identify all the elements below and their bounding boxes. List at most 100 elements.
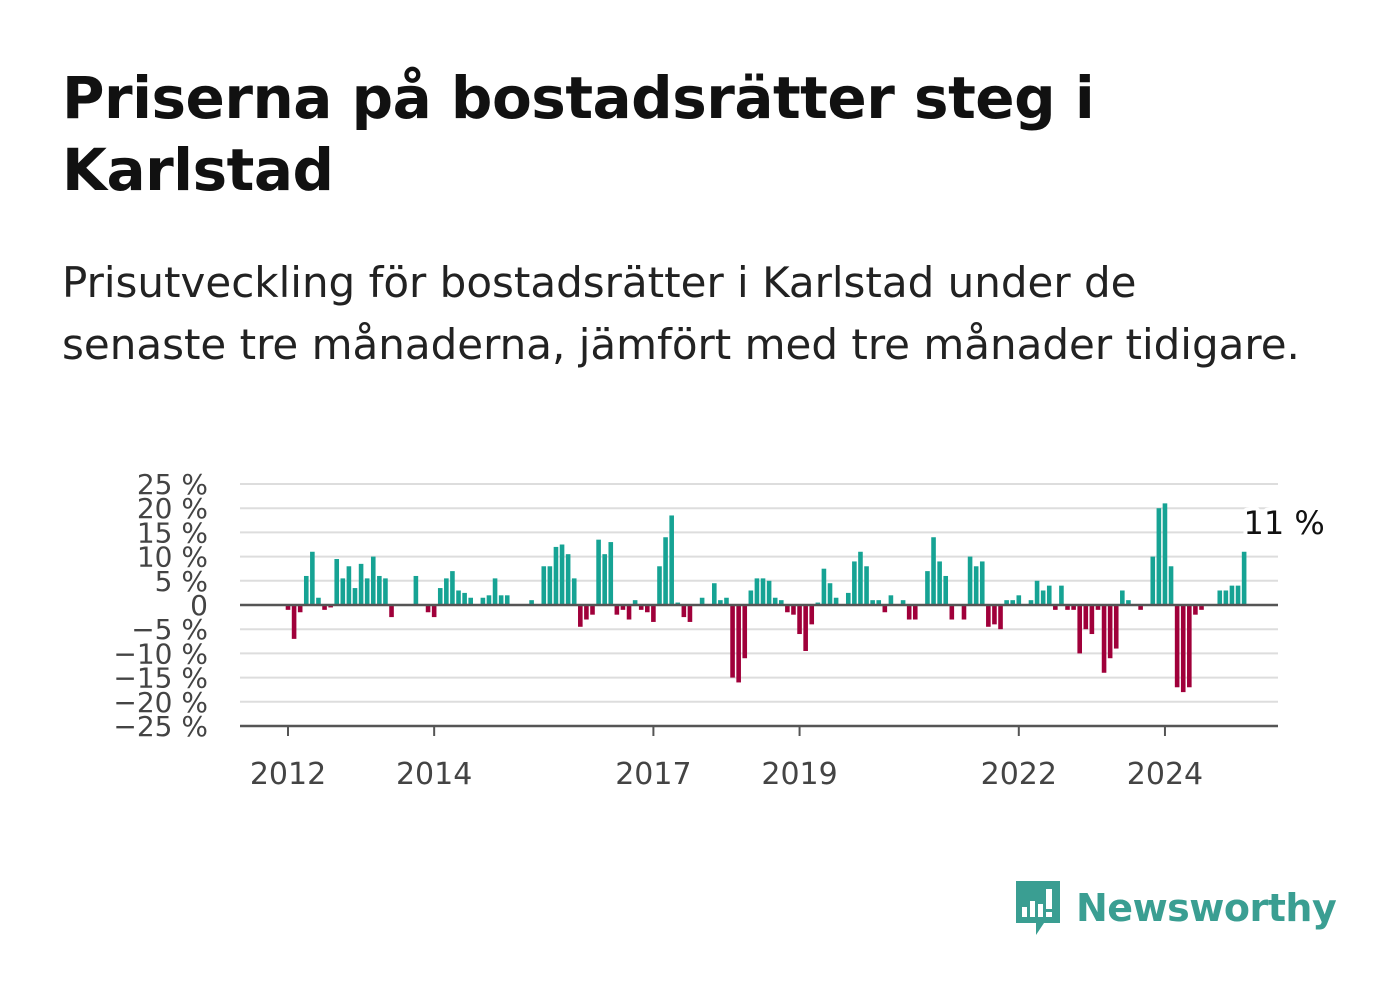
bar xyxy=(645,605,650,613)
bar xyxy=(791,605,796,615)
bar xyxy=(480,597,486,605)
bar xyxy=(827,583,833,605)
x-tick-label: 2012 xyxy=(250,757,326,792)
bar xyxy=(1199,605,1204,610)
bar xyxy=(444,578,449,605)
bar xyxy=(340,578,346,605)
bar xyxy=(529,600,534,605)
y-tick-label: −15 % xyxy=(113,662,208,695)
bar xyxy=(584,605,589,620)
bar xyxy=(772,597,778,605)
bar xyxy=(1010,600,1016,605)
bar xyxy=(450,571,455,605)
bar xyxy=(303,575,309,605)
bar xyxy=(1150,556,1156,605)
bar xyxy=(310,551,315,605)
y-tick-label: −5 % xyxy=(131,613,208,646)
bar xyxy=(1089,605,1095,635)
bar xyxy=(1180,605,1186,693)
bar xyxy=(632,600,638,605)
bar xyxy=(1138,605,1143,610)
bar xyxy=(906,605,912,620)
bar xyxy=(1174,605,1180,688)
bar xyxy=(882,605,888,613)
newsworthy-logo: Newsworthy xyxy=(1012,876,1337,940)
y-tick-label: 10 % xyxy=(137,541,208,574)
bar xyxy=(602,554,607,605)
bar xyxy=(626,605,632,620)
bar xyxy=(1065,605,1070,610)
bar xyxy=(346,566,352,605)
bar xyxy=(553,546,559,605)
bar xyxy=(912,605,918,620)
bar xyxy=(967,556,973,605)
bar xyxy=(961,605,967,620)
bar xyxy=(352,588,358,605)
bar xyxy=(1187,605,1192,688)
bar xyxy=(578,605,583,627)
annotation-halo: 11 % xyxy=(1243,504,1324,542)
bar xyxy=(431,605,437,618)
bar xyxy=(383,578,388,605)
bar xyxy=(1046,585,1052,605)
bar xyxy=(888,595,894,605)
bar xyxy=(864,566,869,605)
x-tick-label: 2022 xyxy=(981,757,1057,792)
bar xyxy=(425,605,431,613)
bar xyxy=(998,605,1003,630)
bar xyxy=(699,597,705,605)
bar xyxy=(651,605,656,622)
bar xyxy=(285,605,291,610)
bar xyxy=(559,544,565,605)
bar xyxy=(316,597,321,605)
bar xyxy=(973,566,979,605)
x-tick-label: 2024 xyxy=(1127,757,1203,792)
bar xyxy=(657,566,662,605)
bar xyxy=(876,600,882,605)
bar xyxy=(1235,585,1241,605)
bar xyxy=(1028,600,1034,605)
bar xyxy=(364,578,370,605)
bar xyxy=(1193,605,1198,615)
bar xyxy=(785,605,790,613)
bar xyxy=(1004,600,1009,605)
bar xyxy=(979,561,985,605)
bar xyxy=(413,575,419,605)
bar xyxy=(681,605,687,618)
chart-title: Priserna på bostadsrätter steg i Karlsta… xyxy=(62,64,1095,204)
bar xyxy=(504,595,510,605)
bar xyxy=(778,600,784,605)
x-tick-label: 2019 xyxy=(761,757,837,792)
bar xyxy=(821,568,827,605)
x-tick-label: 2014 xyxy=(396,757,472,792)
bar xyxy=(437,588,443,605)
bar xyxy=(1162,503,1168,605)
bar xyxy=(608,542,614,605)
y-tick-label: 20 % xyxy=(137,492,208,525)
bar xyxy=(687,605,693,622)
bar xyxy=(845,592,851,605)
bar xyxy=(486,595,492,605)
bar xyxy=(498,595,504,605)
y-tick-label: −20 % xyxy=(113,686,208,719)
x-tick-label: 2017 xyxy=(615,757,691,792)
bar xyxy=(943,575,949,605)
bar xyxy=(297,605,303,613)
bar xyxy=(1241,551,1247,605)
bar xyxy=(712,583,717,605)
bar xyxy=(596,539,601,605)
bar xyxy=(571,578,577,605)
bar xyxy=(797,605,802,635)
brand-name: Newsworthy xyxy=(1076,886,1337,930)
bar xyxy=(1113,605,1119,649)
y-tick-label: −10 % xyxy=(113,637,208,670)
bar xyxy=(377,575,382,605)
y-tick-label: 5 % xyxy=(155,565,208,598)
bar xyxy=(1059,585,1064,605)
bar xyxy=(766,580,772,605)
bar xyxy=(852,561,857,605)
bar xyxy=(620,605,626,610)
bar xyxy=(322,605,327,610)
bar xyxy=(1217,590,1223,605)
bar xyxy=(1034,580,1040,605)
